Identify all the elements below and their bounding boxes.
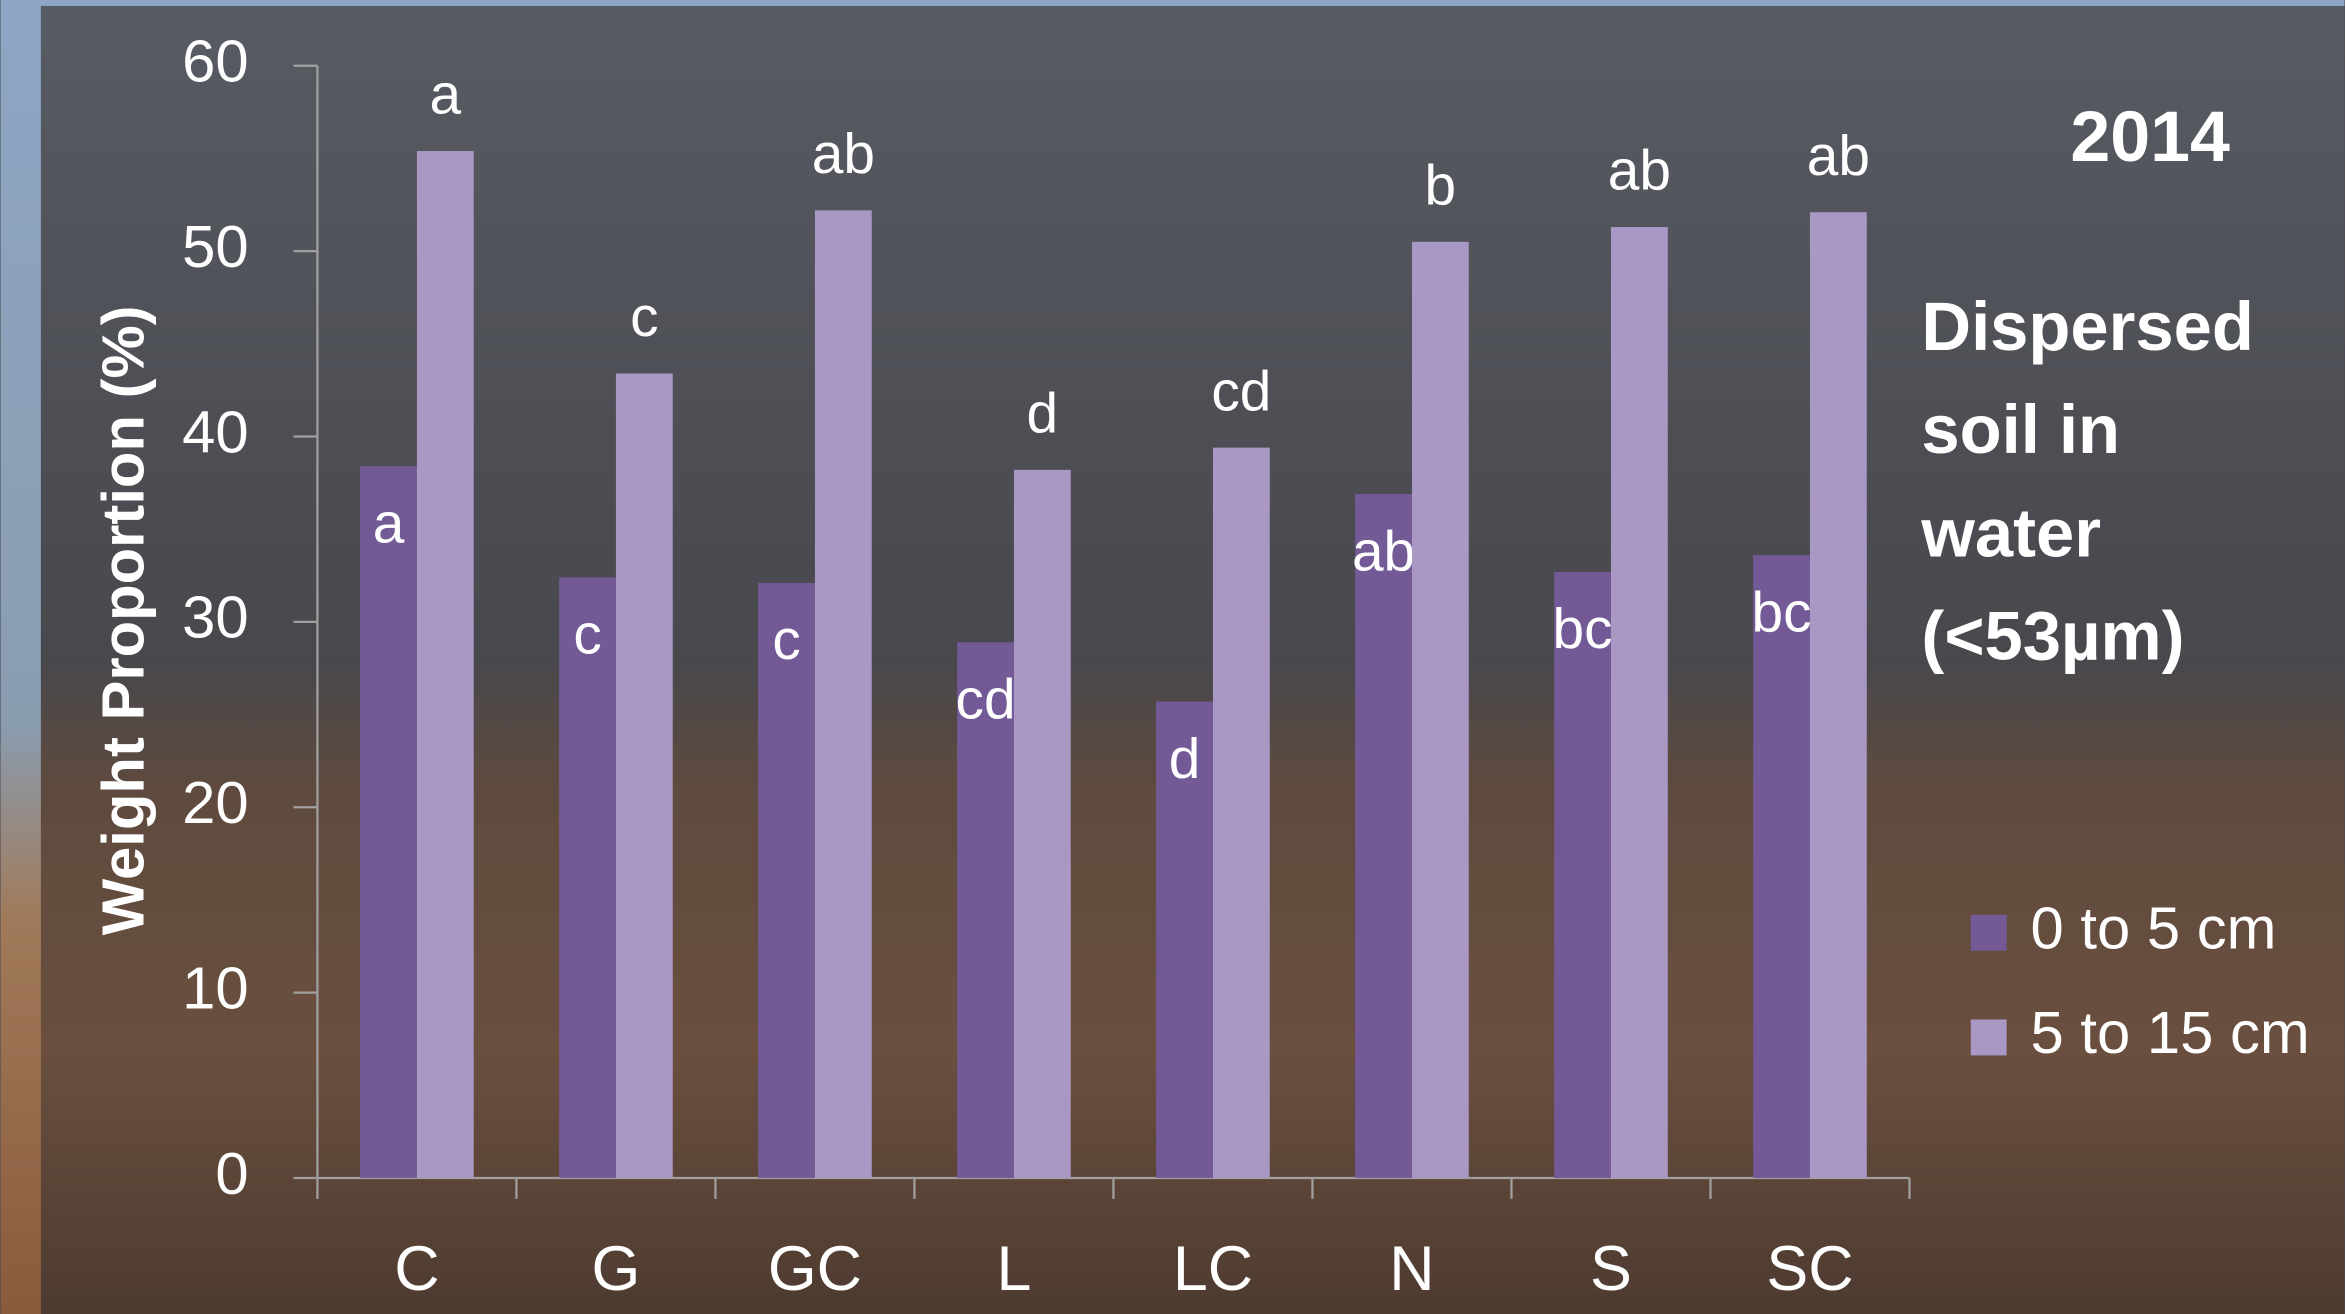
- bar: [815, 210, 872, 1178]
- significance-letter: ab: [812, 123, 875, 186]
- page: Weight Proportion (%) 2014 0 10 20 30 40 50 60…: [0, 0, 2345, 1314]
- bar: [1611, 227, 1668, 1178]
- significance-letter: cd: [1211, 360, 1271, 423]
- significance-letter: bc: [1752, 581, 1812, 644]
- x-tick-label: L: [996, 1234, 1031, 1304]
- y-tick-label: 40: [182, 398, 248, 465]
- bar: [559, 577, 616, 1178]
- legend-swatch: [1971, 915, 2007, 951]
- bar: [616, 373, 673, 1177]
- x-tick-label: GC: [768, 1234, 862, 1304]
- y-tick-label: 60: [182, 28, 248, 95]
- bar: [1753, 555, 1810, 1178]
- x-tick-label: C: [394, 1234, 439, 1304]
- x-tick-label: S: [1590, 1234, 1632, 1304]
- bar: [1412, 242, 1469, 1178]
- x-tick-label: SC: [1766, 1234, 1853, 1304]
- description-line: water: [1920, 494, 2101, 571]
- x-tick-label: LC: [1173, 1234, 1253, 1304]
- significance-letter: cd: [956, 669, 1016, 732]
- significance-letter: ab: [1608, 140, 1671, 203]
- significance-letter: c: [772, 609, 800, 672]
- bar: [417, 151, 474, 1178]
- background-edge: [1, 0, 2345, 6]
- bar: [1810, 212, 1867, 1178]
- significance-letter: bc: [1553, 598, 1613, 661]
- bar: [1014, 470, 1071, 1178]
- background-edge: [1, 0, 41, 1314]
- y-tick-label: 20: [182, 769, 248, 836]
- bar: [1554, 572, 1611, 1178]
- y-axis-title: Weight Proportion (%): [89, 305, 156, 935]
- y-tick-label: 50: [182, 213, 248, 280]
- significance-letter: c: [573, 604, 601, 667]
- y-tick-label: 30: [182, 584, 248, 651]
- chart: Weight Proportion (%) 2014 0 10 20 30 40 50 60…: [0, 0, 2345, 1314]
- significance-letter: a: [373, 492, 405, 555]
- bar: [360, 466, 417, 1178]
- legend-label: 0 to 5 cm: [2031, 895, 2277, 962]
- significance-letter: ab: [1807, 125, 1870, 188]
- significance-letter: b: [1425, 155, 1457, 218]
- bar: [1355, 494, 1412, 1178]
- description-line: (<53µm): [1921, 597, 2184, 674]
- y-tick-label: 10: [182, 954, 248, 1021]
- x-tick-label: G: [592, 1234, 641, 1304]
- significance-letter: ab: [1352, 520, 1415, 583]
- significance-letter: a: [430, 64, 462, 127]
- significance-letter: d: [1027, 383, 1059, 446]
- description-line: Dispersed: [1921, 288, 2253, 365]
- description-line: soil in: [1921, 391, 2120, 468]
- y-tick-label: 0: [215, 1140, 248, 1207]
- year-label: 2014: [2070, 97, 2230, 177]
- significance-letter: c: [630, 286, 658, 349]
- legend-swatch: [1971, 1020, 2007, 1056]
- x-tick-label: N: [1389, 1234, 1434, 1304]
- bar: [1213, 448, 1270, 1178]
- legend-label: 5 to 15 cm: [2031, 999, 2310, 1066]
- significance-letter: d: [1169, 728, 1201, 791]
